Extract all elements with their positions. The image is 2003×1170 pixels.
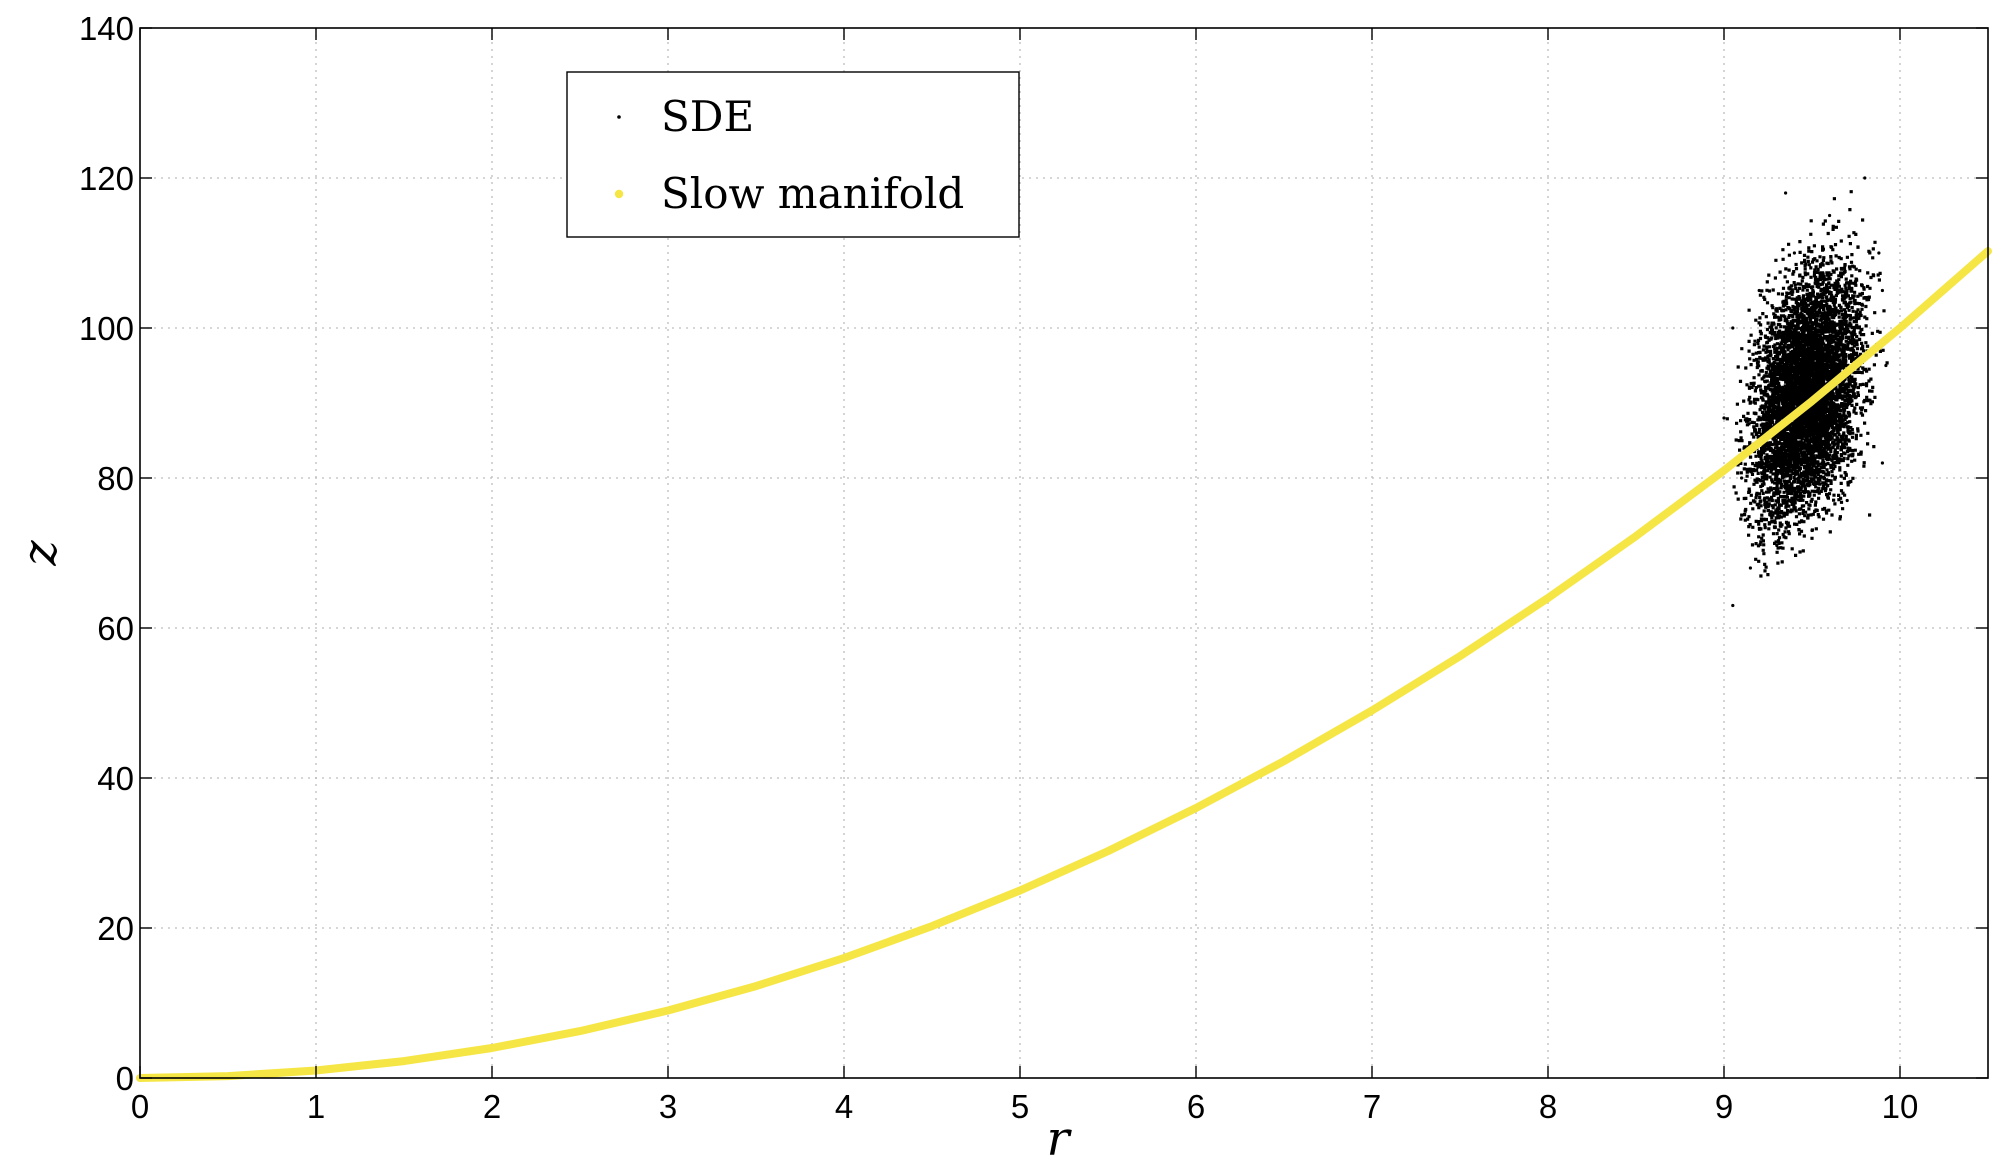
legend-marker-sde bbox=[617, 115, 621, 119]
sde-point bbox=[1731, 603, 1735, 608]
sde-point bbox=[1784, 191, 1788, 195]
sde-point bbox=[1863, 176, 1867, 180]
y-tick-label: 100 bbox=[79, 310, 134, 347]
sde-point bbox=[1775, 543, 1779, 548]
sde-point bbox=[1828, 213, 1832, 218]
sde-point bbox=[1775, 401, 1779, 405]
sde-point bbox=[1731, 326, 1735, 330]
sde-point bbox=[1722, 416, 1726, 420]
x-tick-label: 9 bbox=[1715, 1088, 1733, 1125]
sde-point bbox=[1884, 363, 1888, 368]
y-tick-label: 80 bbox=[97, 460, 134, 497]
sde-point bbox=[1880, 288, 1884, 293]
x-axis-label: r bbox=[1047, 1111, 1073, 1167]
y-tick-label: 60 bbox=[97, 610, 134, 647]
sde-point bbox=[1748, 566, 1752, 570]
y-tick-label: 140 bbox=[79, 10, 134, 47]
x-tick-label: 1 bbox=[307, 1088, 325, 1125]
x-tick-label: 2 bbox=[483, 1088, 501, 1125]
x-tick-label: 4 bbox=[835, 1088, 853, 1125]
slow-manifold-curve bbox=[136, 247, 1992, 1082]
y-tick-label: 20 bbox=[97, 910, 134, 947]
legend-marker-slow-manifold bbox=[614, 189, 624, 199]
x-tick-label: 5 bbox=[1011, 1088, 1029, 1125]
x-tick-label: 0 bbox=[131, 1088, 149, 1125]
x-tick-labels: 0 1 2 3 4 5 6 7 8 9 10 bbox=[131, 1088, 1919, 1125]
sde-point bbox=[1845, 498, 1849, 503]
x-tick-label: 10 bbox=[1882, 1088, 1919, 1125]
plot-frame bbox=[139, 27, 1989, 1079]
sde-point bbox=[1740, 476, 1744, 480]
y-tick-label: 0 bbox=[116, 1060, 134, 1097]
sde-point bbox=[1810, 363, 1814, 368]
sde-point bbox=[1845, 326, 1849, 330]
sde-point-cloud bbox=[1725, 190, 1889, 578]
x-tick-label: 7 bbox=[1363, 1088, 1381, 1125]
y-tick-label: 120 bbox=[79, 160, 134, 197]
sde-point bbox=[1792, 251, 1796, 255]
sde-point bbox=[1757, 288, 1761, 293]
y-tick-label: 40 bbox=[97, 760, 134, 797]
x-tick-label: 3 bbox=[659, 1088, 677, 1125]
legend-box bbox=[566, 71, 1020, 238]
sde-point bbox=[1880, 461, 1884, 465]
grid bbox=[140, 28, 1988, 1078]
sde-scatter-points bbox=[1722, 176, 1889, 608]
y-axis-label: z bbox=[12, 540, 68, 567]
x-tick-label: 6 bbox=[1187, 1088, 1205, 1125]
x-tick-label: 8 bbox=[1539, 1088, 1557, 1125]
legend-label-slow-manifold: Slow manifold bbox=[661, 169, 964, 218]
slow-manifold-line bbox=[136, 247, 1992, 1082]
y-tick-labels: 0 20 40 60 80 100 120 140 bbox=[79, 10, 134, 1097]
plot-background bbox=[140, 28, 1988, 1078]
sde-point bbox=[1877, 251, 1881, 255]
legend-label-sde: SDE bbox=[661, 92, 754, 141]
legend: SDE Slow manifold bbox=[566, 71, 1020, 238]
axis-ticks bbox=[139, 27, 1988, 1079]
sde-point bbox=[1810, 528, 1814, 533]
